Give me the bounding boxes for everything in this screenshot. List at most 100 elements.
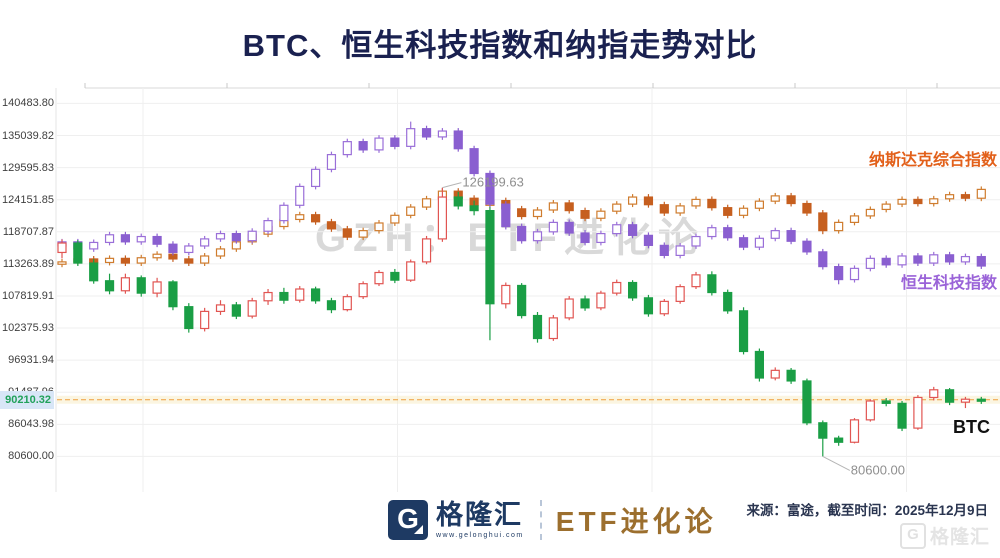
candle-body [73, 242, 83, 264]
candle-body [311, 214, 321, 223]
candle-body [976, 188, 986, 199]
candle-body [215, 304, 226, 312]
candle-body [834, 221, 844, 232]
candle-body [437, 130, 447, 138]
candle-body [596, 210, 606, 219]
candle-body [834, 266, 844, 281]
candle-body [57, 261, 67, 265]
candle-body [200, 238, 210, 247]
candle-body [643, 234, 654, 246]
candle-body [215, 248, 226, 257]
candle-body [517, 225, 527, 242]
candle-body [120, 277, 131, 292]
candle-body [596, 232, 606, 244]
candle-body [564, 202, 574, 212]
candle-body [675, 286, 685, 302]
candle-body [754, 237, 765, 248]
candle-body [564, 298, 574, 319]
candle-body [152, 235, 162, 245]
candle-body [849, 267, 860, 281]
candle-body [374, 137, 384, 151]
candle-body [295, 214, 305, 221]
candle-body [184, 306, 194, 330]
candle-body [406, 206, 416, 216]
candle-body [136, 277, 146, 294]
candle-body [120, 257, 131, 264]
candle-body [802, 202, 812, 214]
candle-body [707, 198, 717, 209]
candle-body [960, 255, 971, 263]
candle-body [627, 281, 638, 299]
logo-letter: G [397, 503, 419, 534]
candle-body [738, 207, 749, 216]
candle-body [517, 208, 527, 218]
candle-body [691, 274, 701, 288]
candle-body [849, 419, 860, 443]
candle-body [295, 288, 305, 301]
current-price-label: 90210.32 [0, 390, 54, 409]
candlestick-chart: 126199.63 80600.00 纳斯达克综合指数 恒生科技指数 BTC [0, 80, 1000, 492]
candle-body [897, 255, 907, 266]
candle-body [120, 234, 131, 243]
candle-body [580, 210, 590, 219]
candle-body [247, 230, 257, 242]
annotation-line [822, 455, 851, 471]
candle-body [707, 227, 717, 238]
candle-body [390, 214, 400, 224]
candle-body [881, 400, 891, 404]
candle-body [564, 221, 574, 234]
candle-body [390, 137, 400, 147]
brand-url: www.gelonghui.com [436, 531, 524, 539]
gelonghui-logo-icon: G [388, 500, 428, 540]
candle-body [342, 228, 352, 238]
candle-body [897, 198, 907, 205]
candle-body [818, 212, 828, 232]
candle-body [691, 198, 701, 207]
candle-body [944, 254, 955, 263]
candle-body [723, 207, 733, 216]
candle-body [311, 288, 321, 302]
candle-body [818, 251, 828, 268]
annotation-text: 80600.00 [851, 462, 905, 477]
candle-body [326, 300, 337, 311]
candle-body [358, 141, 368, 151]
candle-body [57, 242, 67, 254]
candle-body [89, 241, 99, 250]
y-tick-label: 102375.93 [2, 322, 54, 335]
candle-body [152, 253, 162, 259]
y-tick-label: 86043.98 [8, 418, 54, 431]
candle-body [469, 205, 479, 212]
y-tick-label: 140483.80 [2, 97, 54, 110]
candle-body [532, 209, 543, 218]
candle-body [659, 204, 669, 214]
candle-body [342, 296, 352, 311]
candle-body [453, 130, 463, 150]
series-label-hstech: 恒生科技指数 [901, 273, 998, 292]
candle-body [406, 128, 416, 147]
candle-body [358, 283, 368, 298]
candle-body [976, 398, 986, 402]
candle-body [485, 172, 495, 205]
corner-watermark-text: 格隆汇 [929, 527, 990, 548]
candle-body [675, 245, 685, 257]
candle-body [612, 281, 622, 294]
candle-body [929, 254, 939, 264]
candle-body [754, 200, 765, 209]
candle-body [104, 257, 115, 264]
candle-body [279, 291, 289, 301]
candle-body [231, 304, 241, 317]
corner-logo-icon: G [899, 522, 926, 549]
candle-body [200, 310, 210, 330]
candle-body [802, 240, 812, 253]
series-label-nasdaq: 纳斯达克综合指数 [869, 150, 998, 169]
y-tick-label: 124151.85 [2, 193, 54, 206]
candle-body [311, 168, 321, 188]
candle-body [326, 221, 337, 230]
candle-body [374, 271, 384, 285]
candle-body [786, 230, 796, 242]
candle-body [279, 204, 289, 222]
corner-watermark: G 格隆汇 [899, 522, 990, 549]
candle-body [104, 234, 115, 244]
